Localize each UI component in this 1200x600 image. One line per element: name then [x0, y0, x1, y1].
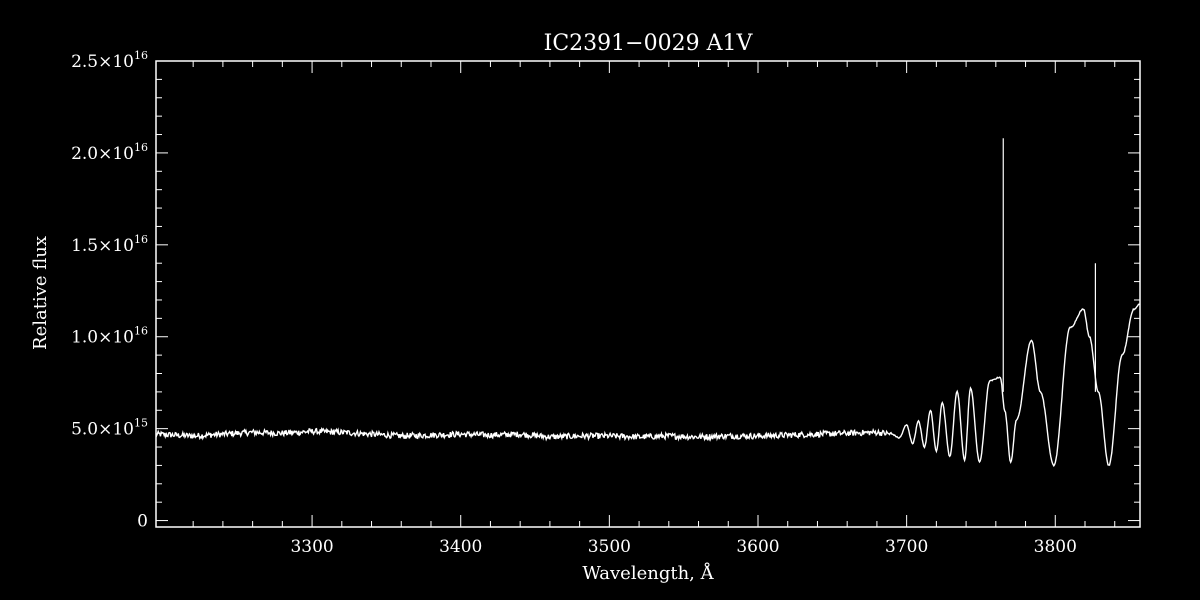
x-tick-label: 3700 [885, 537, 928, 557]
y-tick-exponent: 16 [134, 325, 148, 338]
chart-title: IC2391−0029 A1V [544, 31, 754, 56]
y-tick-exponent: 16 [134, 49, 148, 62]
y-tick-label: 1.5×1016 [71, 233, 148, 256]
y-tick-mantissa: 5.0×10 [71, 420, 134, 440]
y-tick-label: 2.5×1016 [71, 49, 148, 72]
y-axis-label: Relative flux [30, 236, 51, 350]
x-tick-label: 3500 [588, 537, 631, 557]
y-tick-exponent: 15 [134, 417, 148, 430]
y-tick-exponent: 16 [134, 141, 148, 154]
y-tick-label: 1.0×1016 [71, 325, 148, 348]
y-tick-mantissa: 2.5×10 [71, 52, 134, 72]
y-tick-label: 0 [137, 512, 148, 532]
y-tick-mantissa: 1.0×10 [71, 328, 134, 348]
x-tick-label: 3600 [736, 537, 779, 557]
x-tick-label: 3300 [290, 537, 333, 557]
y-tick-label: 5.0×1015 [71, 417, 148, 440]
data-layer [155, 138, 1141, 468]
y-tick-exponent: 16 [134, 233, 148, 246]
y-tick-mantissa: 2.0×10 [71, 144, 134, 164]
ticks-layer: 3300 3400 3500 3600 3700 380005.0×10151.0×101… [71, 49, 1140, 557]
plot-frame [155, 60, 1141, 528]
x-tick-label: 3400 [439, 537, 482, 557]
x-axis-label: Wavelength, Å [582, 562, 714, 584]
spectrum-line [155, 303, 1141, 468]
y-tick-mantissa: 1.5×10 [71, 236, 134, 256]
y-tick-label: 2.0×1016 [71, 141, 148, 164]
x-tick-label: 3800 [1034, 537, 1077, 557]
y-tick-mantissa: 0 [137, 512, 148, 532]
